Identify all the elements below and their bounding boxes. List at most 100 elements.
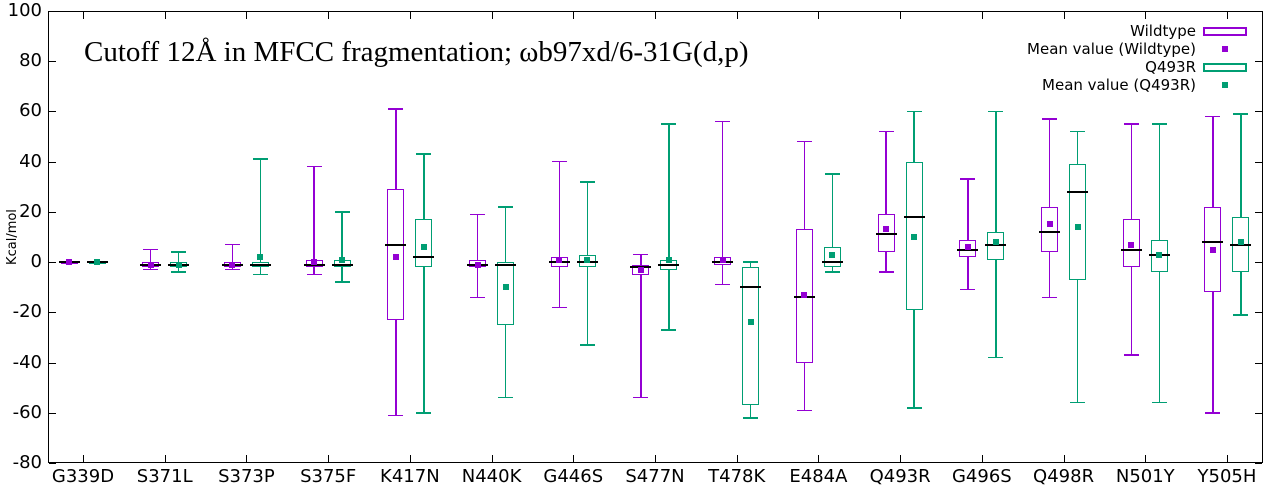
y-tick-mark-right	[1255, 463, 1262, 464]
y-tick-label: 60	[19, 100, 42, 122]
upper-whisker-cap	[388, 108, 404, 110]
upper-whisker-cap	[1070, 130, 1086, 133]
y-tick-mark-left	[49, 11, 56, 12]
legend-item-q493r: Q493R	[1027, 58, 1254, 76]
boxplot-box	[1041, 206, 1059, 253]
boxplot-box	[877, 214, 895, 253]
lower-whisker-cap	[171, 271, 187, 273]
y-tick-mark-right	[1255, 211, 1262, 213]
median-line	[1202, 241, 1224, 244]
legend-item-mean-q493r: Mean value (Q493R)	[1027, 76, 1254, 94]
x-tick-mark-top	[736, 12, 738, 19]
y-tick-mark-right	[1255, 262, 1262, 264]
x-tick-mark-top	[981, 12, 983, 19]
x-tick-label: S371L	[136, 466, 193, 487]
lower-whisker	[885, 252, 887, 273]
lower-whisker	[231, 267, 234, 270]
upper-whisker-cap	[579, 181, 595, 183]
x-tick-mark-top	[164, 12, 166, 19]
upper-whisker-cap	[743, 261, 759, 263]
x-tick-mark-top	[1063, 12, 1065, 19]
lower-whisker	[1240, 272, 1242, 315]
y-tick-mark-right	[1255, 161, 1262, 163]
x-tick-mark-bottom	[981, 455, 983, 462]
lower-whisker	[476, 267, 479, 298]
legend-label: Mean value (Q493R)	[1042, 76, 1196, 94]
x-tick-mark-bottom	[164, 455, 166, 462]
lower-whisker-cap	[878, 271, 894, 273]
x-tick-label: T478K	[708, 466, 766, 487]
y-tick-mark-left	[49, 161, 56, 163]
upper-whisker	[476, 214, 479, 260]
median-line	[413, 256, 435, 259]
q493r-mean-marker-icon	[1222, 82, 1228, 88]
y-tick-label: -80	[12, 452, 42, 473]
mean-marker	[474, 261, 481, 268]
x-tick-mark-top	[900, 12, 902, 19]
lower-whisker	[395, 319, 397, 416]
upper-whisker	[1212, 116, 1214, 207]
x-tick-label: G339D	[51, 466, 115, 487]
x-tick-mark-bottom	[900, 455, 902, 462]
upper-whisker	[1130, 124, 1133, 220]
mean-marker	[584, 256, 591, 263]
boxplot-box	[415, 219, 433, 268]
lower-whisker-cap	[498, 396, 514, 399]
x-tick-mark-top	[1145, 12, 1147, 19]
upper-whisker-cap	[715, 120, 731, 123]
legend-swatch-slot	[1196, 82, 1254, 88]
mean-marker	[556, 256, 563, 263]
mean-marker	[747, 319, 754, 326]
x-tick-mark-top	[654, 12, 656, 19]
x-tick-label: G446S	[543, 466, 604, 487]
upper-whisker	[1240, 113, 1242, 217]
legend-label: Q493R	[1145, 58, 1196, 76]
upper-whisker-cap	[1123, 123, 1139, 125]
median-line	[740, 286, 762, 289]
mean-marker	[229, 261, 236, 268]
upper-whisker	[504, 206, 507, 263]
x-tick-label: K417N	[380, 466, 440, 487]
mean-marker	[66, 259, 72, 266]
lower-whisker	[177, 267, 180, 273]
y-tick-mark-left	[49, 211, 56, 213]
median-line	[1067, 190, 1089, 193]
lower-whisker	[504, 324, 507, 398]
lower-whisker-cap	[824, 271, 840, 273]
lower-whisker	[913, 309, 915, 408]
mean-marker	[883, 226, 890, 233]
mean-marker	[420, 244, 427, 251]
upper-whisker-cap	[1151, 123, 1167, 125]
lower-whisker-cap	[1070, 401, 1086, 404]
x-tick-mark-bottom	[328, 455, 330, 462]
upper-whisker	[913, 111, 915, 162]
x-tick-mark-bottom	[736, 455, 738, 462]
legend-swatch-slot	[1196, 62, 1254, 72]
x-tick-mark-bottom	[818, 455, 820, 462]
lower-whisker-cap	[960, 288, 976, 291]
upper-whisker-cap	[796, 140, 812, 143]
x-tick-mark-top	[246, 12, 248, 19]
lower-whisker	[640, 274, 642, 398]
lower-whisker-cap	[306, 273, 322, 276]
upper-whisker-cap	[1205, 115, 1221, 118]
mean-marker	[257, 254, 264, 261]
median-line	[249, 263, 271, 266]
lower-whisker-cap	[743, 417, 759, 419]
lower-whisker-cap	[551, 306, 567, 309]
lower-whisker-cap	[252, 273, 268, 276]
x-tick-mark-top	[573, 12, 575, 19]
legend-label: Mean value (Wildtype)	[1027, 40, 1196, 58]
mean-marker	[1156, 251, 1163, 258]
x-tick-mark-bottom	[1063, 455, 1065, 462]
x-tick-label: Q493R	[869, 466, 931, 487]
upper-whisker-cap	[252, 158, 268, 160]
lower-whisker	[1048, 252, 1051, 298]
mean-marker	[829, 251, 836, 258]
median-line	[903, 215, 925, 218]
upper-whisker	[640, 254, 642, 265]
upper-whisker-cap	[171, 251, 187, 253]
upper-whisker	[995, 111, 997, 232]
upper-whisker-cap	[878, 130, 894, 133]
